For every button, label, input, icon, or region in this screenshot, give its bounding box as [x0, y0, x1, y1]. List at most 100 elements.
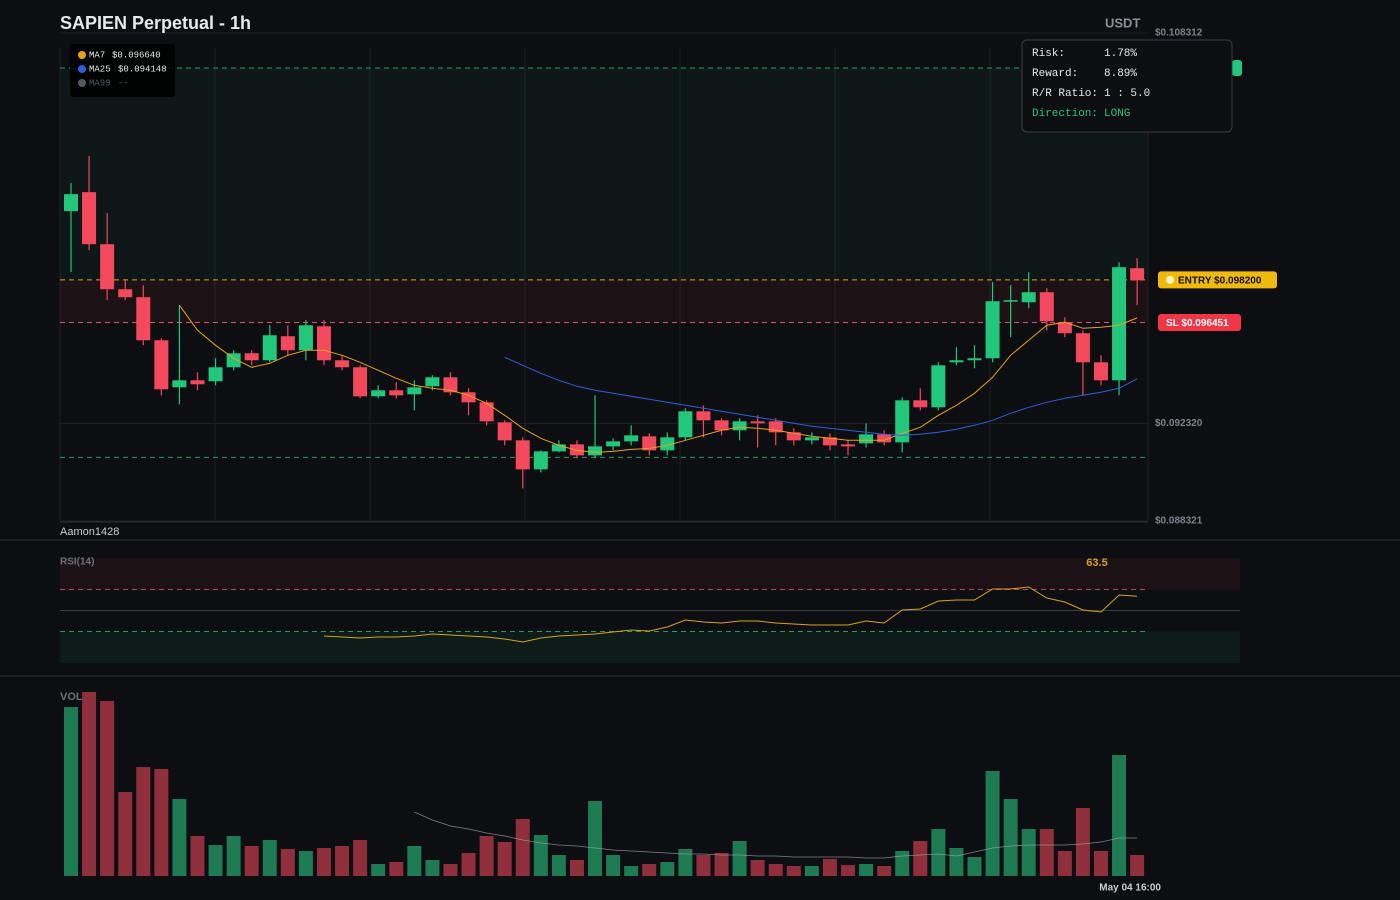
candle-body [425, 377, 440, 387]
candle-body [985, 301, 1000, 359]
volume-bar [407, 846, 422, 876]
candle-body [1112, 267, 1127, 381]
volume-bar [443, 864, 458, 876]
volume-bar [1112, 755, 1127, 876]
volume-bar [551, 855, 566, 876]
volume-bar [533, 835, 548, 876]
candle-body [696, 411, 711, 421]
volume-bar [479, 836, 494, 876]
info-label: R/R Ratio: [1032, 88, 1098, 100]
candle-body [316, 326, 331, 361]
ma-legend-box [70, 44, 175, 97]
info-value: 1 : 5.0 [1104, 88, 1150, 100]
legend-dot [78, 79, 86, 87]
trade-info: Risk: 1.78% Reward: 8.89% R/R Ratio: 1 :… [1032, 48, 1150, 120]
candle-body [1130, 268, 1145, 281]
volume-bar [497, 842, 512, 876]
candle-body [515, 440, 530, 470]
legend-value: $0.094148 [118, 64, 167, 74]
volume-bar [588, 801, 603, 876]
candle-body [588, 446, 603, 456]
entry-badge [1158, 271, 1277, 289]
candle-body [226, 353, 241, 368]
volume-bar [606, 855, 621, 876]
entry-label: ENTRY $0.098200 [1178, 275, 1262, 286]
info-value: 8.89% [1104, 68, 1137, 80]
volume-bar [1057, 851, 1072, 876]
candle-body [118, 289, 133, 298]
volume-bar [118, 792, 133, 876]
legend-dot [78, 65, 86, 73]
volume-bar [714, 853, 729, 876]
tp-badge [1232, 60, 1242, 76]
info-label: Reward: [1032, 68, 1078, 80]
volume-bar [136, 767, 151, 876]
volume-bar [190, 836, 205, 876]
volume-bar [1039, 829, 1054, 876]
volume-ma-line [414, 811, 1138, 859]
profit-zone [60, 68, 1148, 280]
candle-body [551, 444, 566, 452]
volume-bar [660, 862, 675, 876]
candle-body [298, 325, 313, 351]
candle-body [624, 435, 639, 442]
watermark: Aamon1428 [60, 526, 119, 538]
candle-body [371, 390, 386, 397]
y-tick-label: $0.092320 [1155, 418, 1203, 429]
volume-bar [172, 799, 187, 876]
legend-value: -- [118, 78, 129, 88]
candle-body [389, 390, 404, 396]
candle-body [1057, 322, 1072, 334]
volume-bar [949, 848, 964, 876]
volume-bar [244, 846, 259, 876]
legend-name: MA25 [89, 64, 111, 74]
candle-body [244, 353, 259, 361]
candle-body [136, 297, 151, 341]
legend-dot [78, 51, 86, 59]
candle-body [335, 360, 350, 368]
candle-body [642, 436, 657, 451]
candle-body [967, 358, 982, 361]
volume-bar [1021, 829, 1036, 876]
volume-bar [1003, 799, 1018, 876]
candle-body [443, 377, 458, 393]
candle-body [262, 335, 277, 361]
volume-bar [877, 866, 892, 876]
y-tick-label: $0.088321 [1155, 516, 1203, 527]
volume-bar [822, 859, 837, 876]
loss-zone [60, 279, 1148, 323]
candle-body [804, 437, 819, 441]
volume-bar [64, 707, 78, 876]
volume-bar [985, 771, 1000, 876]
stop-loss-label: SL $0.096451 [1166, 318, 1229, 329]
candle-body [100, 244, 115, 290]
volume-bar [208, 845, 223, 876]
volume-bar [262, 840, 277, 876]
entry-badge-dot [1166, 275, 1174, 284]
volume-bar [768, 864, 783, 876]
candle-body [172, 380, 187, 388]
volume-bar [280, 849, 295, 876]
candle-body [533, 451, 548, 470]
volume-bar [750, 860, 765, 876]
candle-body [497, 422, 512, 441]
legend-value: $0.096640 [112, 50, 161, 60]
volume-bar [371, 864, 386, 876]
marks-layer [64, 156, 1145, 876]
candle-body [479, 402, 494, 422]
volume-bar [226, 836, 241, 876]
candle-body [877, 434, 892, 443]
oversold-zone [60, 631, 1240, 663]
info-label: Direction: [1032, 108, 1098, 120]
y-tick-label: $0.108312 [1155, 28, 1203, 39]
volume-bar [732, 841, 747, 876]
ma-line [504, 356, 1138, 436]
volume-bar [841, 865, 856, 876]
candle-body [190, 380, 205, 385]
candle-body [1093, 362, 1108, 381]
volume-bar [389, 862, 404, 876]
volume-bar [624, 866, 639, 876]
